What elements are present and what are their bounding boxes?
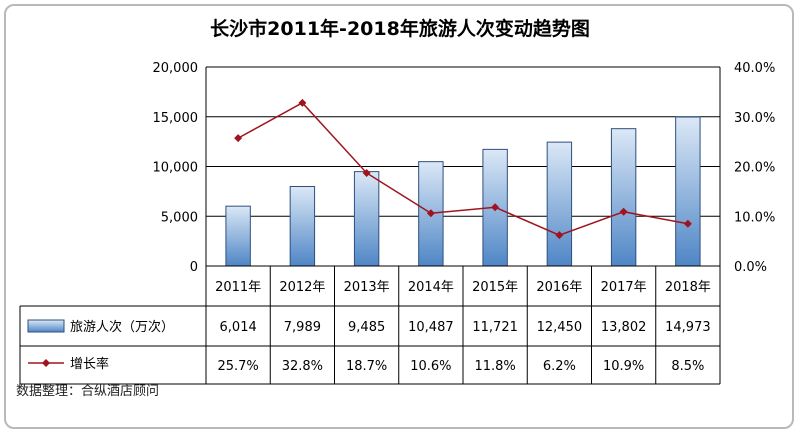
data-table: 2011年 2012年 2013年 2014年 2015年 2016年 2017年 2018年… [19,265,721,385]
line-point [234,134,243,143]
legend-bar-label: 旅游人次（万次） [70,319,174,335]
category-label: 2018年 [665,280,711,295]
y-right-tick-label: 20.0% [734,161,775,176]
source-note: 数据整理：合纵酒店顾问 [16,384,160,399]
line-value-label: 32.8% [282,359,323,374]
line-point [362,168,371,177]
y-left-tick-label: 15,000 [153,111,199,126]
y-right-tick-label: 10.0% [734,210,775,225]
line-value-label: 25.7% [217,359,258,374]
category-label: 2016年 [536,280,582,295]
y-left-tick-label: 5,000 [161,210,198,225]
category-label: 2011年 [215,280,261,295]
line-point [426,209,435,218]
grid-layer [206,66,720,267]
bar-value-label: 10,487 [408,320,454,335]
category-label: 2013年 [344,280,390,295]
axes-layer: 0 5,000 10,000 15,000 20,000 0.0% 10.0% 20.0% 30… [153,61,776,275]
category-label: 2012年 [279,280,325,295]
line-value-label: 11.8% [474,359,515,374]
chart-title: 长沙市2011年-2018年旅游人次变动趋势图 [210,18,590,40]
bar-value-label: 13,802 [601,320,647,335]
bar [546,141,573,267]
series-line [237,101,689,236]
category-label: 2017年 [601,280,647,295]
line-value-label: 10.6% [410,359,451,374]
line-value-label: 18.7% [346,359,387,374]
bar [289,186,316,267]
y-right-tick-label: 40.0% [734,61,775,76]
bar-value-label: 14,973 [665,320,711,335]
bar [225,205,251,267]
chart-frame [4,4,794,429]
category-label: 2015年 [472,280,518,295]
line-value-label: 10.9% [603,359,644,374]
line-layer [234,98,692,240]
line-value-label: 6.2% [543,359,576,374]
bar-value-label: 11,721 [472,320,518,335]
legend-line-marker [42,359,50,367]
bar-value-label: 12,450 [537,320,583,335]
legend-bar-key [27,319,65,333]
y-right-tick-label: 30.0% [734,111,775,126]
category-label: 2014年 [408,280,454,295]
line-value-label: 8.5% [671,359,704,374]
line-point [298,98,307,107]
bars-layer [225,116,701,267]
bar-value-label: 7,989 [284,320,321,335]
bar-value-label: 9,485 [348,320,385,335]
y-left-tick-label: 20,000 [153,61,199,76]
y-left-tick-label: 0 [190,260,198,275]
bar [675,116,701,267]
bar [610,128,637,267]
bar [353,171,380,267]
line-point [683,219,692,228]
bar-value-label: 6,014 [220,320,257,335]
y-right-tick-label: 0.0% [734,260,767,275]
legend-line-label: 增长率 [70,356,109,372]
line-point [491,203,500,212]
line-point [619,207,628,216]
line-point [555,231,564,240]
y-left-tick-label: 10,000 [153,161,199,176]
